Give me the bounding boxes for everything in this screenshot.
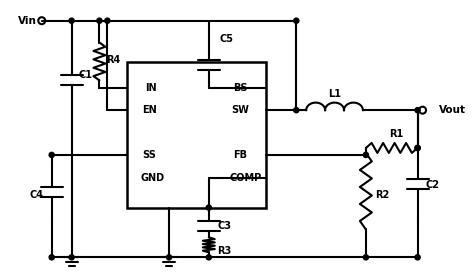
Circle shape [363, 152, 369, 157]
Circle shape [206, 205, 211, 210]
Circle shape [97, 18, 102, 23]
Text: R4: R4 [106, 55, 120, 66]
Text: R1: R1 [389, 129, 404, 139]
Circle shape [49, 152, 54, 157]
Bar [127, 62, 267, 207]
Text: L1: L1 [328, 89, 341, 99]
Circle shape [105, 18, 110, 23]
Circle shape [69, 255, 74, 260]
Circle shape [294, 18, 299, 23]
Text: SS: SS [142, 150, 156, 160]
Text: C2: C2 [425, 180, 439, 190]
Circle shape [415, 108, 420, 113]
Text: BS: BS [233, 83, 248, 93]
Circle shape [206, 255, 211, 260]
Text: Vout: Vout [439, 105, 466, 115]
Circle shape [69, 18, 74, 23]
Text: R3: R3 [218, 246, 232, 256]
Circle shape [415, 145, 420, 151]
Text: IN: IN [145, 83, 157, 93]
Text: FB: FB [234, 150, 248, 160]
Text: C4: C4 [30, 190, 44, 200]
Circle shape [415, 145, 420, 151]
Circle shape [363, 255, 369, 260]
Text: Vin: Vin [18, 16, 37, 26]
Text: C1: C1 [78, 70, 93, 80]
Text: COMP: COMP [229, 173, 261, 183]
Circle shape [167, 255, 172, 260]
Text: R2: R2 [375, 190, 389, 200]
Text: GND: GND [140, 173, 164, 183]
Text: SW: SW [232, 105, 250, 115]
Text: C3: C3 [218, 221, 232, 230]
Circle shape [415, 255, 420, 260]
Text: C5: C5 [219, 34, 234, 44]
Circle shape [49, 255, 54, 260]
Text: EN: EN [142, 105, 157, 115]
Circle shape [294, 108, 299, 113]
